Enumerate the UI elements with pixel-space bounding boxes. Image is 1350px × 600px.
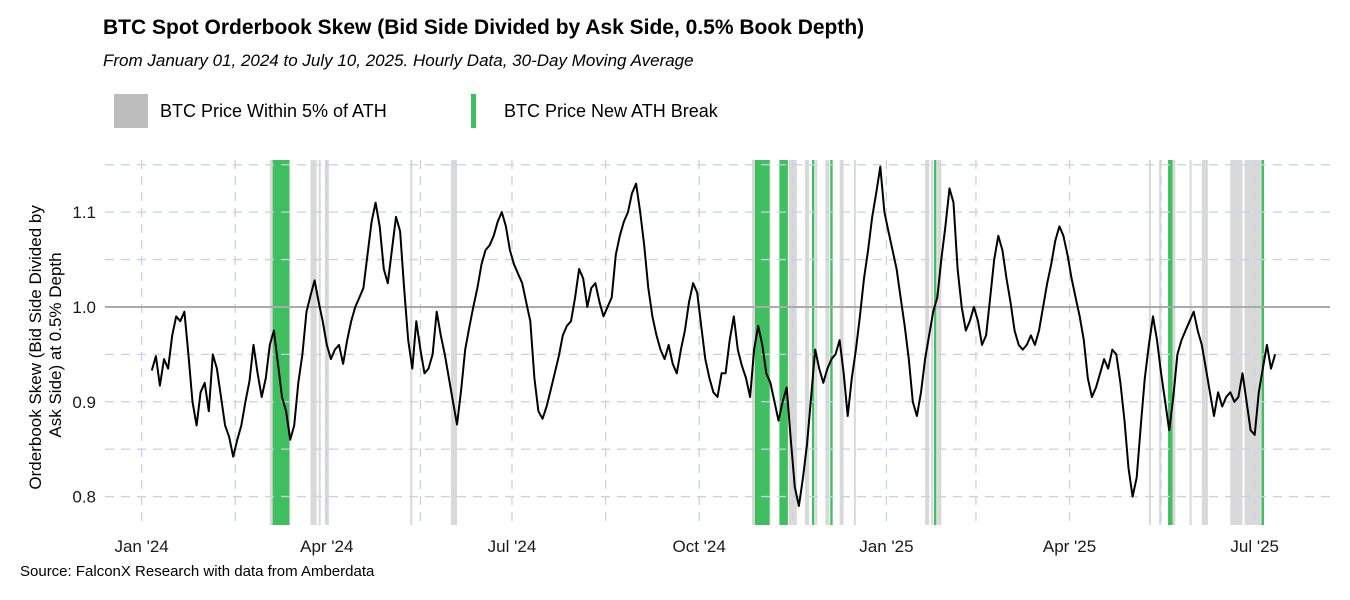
ath-zone-band <box>450 160 458 525</box>
legend-swatch-grey <box>114 94 148 128</box>
series-group <box>150 165 1277 507</box>
ath-zone-band <box>853 160 856 525</box>
y-tick-labels: 0.8 0.9 1.0 1.1 <box>72 203 96 506</box>
ath-break-line <box>276 160 280 525</box>
x-tick-label: Jul '24 <box>488 537 537 556</box>
ath-zone-band <box>839 160 844 525</box>
ath-break-line <box>278 160 282 525</box>
chart-title: BTC Spot Orderbook Skew (Bid Side Divide… <box>103 16 865 39</box>
x-tick-label: Jan '25 <box>859 537 913 556</box>
ath-break-line <box>783 160 786 525</box>
ath-zone-band <box>1189 160 1192 525</box>
ath-break-line <box>284 160 288 525</box>
ath-break-line <box>286 160 290 525</box>
x-tick-label: Oct '24 <box>673 537 726 556</box>
legend-item-ath-break: BTC Price New ATH Break <box>471 94 718 128</box>
ath-break-line <box>756 160 760 525</box>
legend-swatch-green <box>471 94 476 128</box>
series-line <box>150 165 1277 507</box>
ath-break-line <box>272 160 276 525</box>
ath-break-line <box>759 160 762 525</box>
y-tick-label: 0.9 <box>72 393 96 412</box>
ath-break-line <box>763 160 766 525</box>
chart-subtitle: From January 01, 2024 to July 10, 2025. … <box>103 51 694 70</box>
ath-zone-band <box>805 160 810 525</box>
legend-label-near-ath: BTC Price Within 5% of ATH <box>160 100 387 121</box>
y-axis-label-line-1: Orderbook Skew (Bid Side Divided by <box>26 205 45 490</box>
x-tick-label: Jul '25 <box>1230 537 1279 556</box>
y-tick-label: 1.0 <box>72 298 96 317</box>
ath-zone-band <box>410 160 413 525</box>
y-axis-label: Orderbook Skew (Bid Side Divided by Ask … <box>26 200 65 489</box>
x-tick-labels: Jan '24 Apr '24 Jul '24 Oct '24 Jan '25 Apr '… <box>114 537 1279 556</box>
ath-break-line <box>765 160 768 525</box>
ath-zone-band <box>1201 160 1208 525</box>
source-note: Source: FalconX Research with data from … <box>20 563 375 580</box>
y-axis-label-line-2: Ask Side) at 0.5% Depth <box>46 252 65 437</box>
ath-break-line <box>785 160 788 525</box>
ath-break-line <box>779 160 782 525</box>
legend: BTC Price Within 5% of ATH BTC Price New… <box>114 94 874 128</box>
x-tick-label: Apr '24 <box>300 537 353 556</box>
ath-zone-band <box>1244 160 1263 525</box>
ath-zone-band <box>931 160 934 525</box>
ath-break-line <box>934 160 937 525</box>
ath-zone-band <box>1159 160 1162 525</box>
ath-break-line <box>280 160 284 525</box>
ath-break-line <box>781 160 784 525</box>
ath-break-line <box>1170 160 1173 525</box>
ath-break-line <box>282 160 286 525</box>
gridlines <box>105 160 1330 525</box>
y-tick-label: 1.1 <box>72 203 96 222</box>
ath-break-line <box>811 160 815 525</box>
ath-zone-band <box>815 160 818 525</box>
ath-break-line <box>767 160 770 525</box>
ath-zone-band <box>825 160 830 525</box>
y-tick-label: 0.8 <box>72 488 96 507</box>
ath-zone-band <box>310 160 317 525</box>
ath-zone-band <box>937 160 942 525</box>
ath-break-line <box>1168 160 1171 525</box>
legend-item-near-ath: BTC Price Within 5% of ATH <box>114 94 387 128</box>
ath-break-lines <box>272 160 1265 525</box>
x-tick-label: Jan '24 <box>114 537 168 556</box>
ath-zone-band <box>318 160 321 525</box>
x-tick-label: Apr '25 <box>1043 537 1096 556</box>
ath-break-line <box>830 160 833 525</box>
ath-zone-band <box>1230 160 1243 525</box>
ath-break-line <box>1261 160 1265 525</box>
legend-label-ath-break: BTC Price New ATH Break <box>504 100 718 121</box>
